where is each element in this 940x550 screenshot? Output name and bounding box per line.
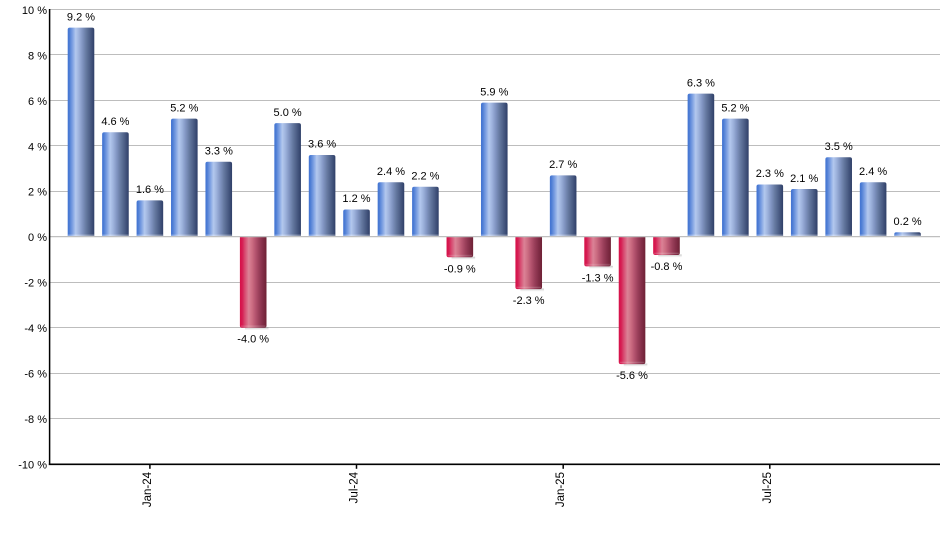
- svg-text:3.6 %: 3.6 %: [308, 139, 336, 151]
- svg-text:-4 %: -4 %: [24, 323, 47, 335]
- svg-text:-6 %: -6 %: [24, 369, 47, 381]
- svg-text:Jul-25: Jul-25: [762, 472, 774, 503]
- svg-text:3.5 %: 3.5 %: [825, 141, 853, 153]
- svg-text:-1.3 %: -1.3 %: [582, 272, 614, 284]
- svg-text:5.2 %: 5.2 %: [170, 102, 198, 114]
- svg-text:5.0 %: 5.0 %: [274, 107, 302, 119]
- svg-text:0 %: 0 %: [28, 232, 47, 244]
- svg-text:4 %: 4 %: [28, 141, 47, 153]
- svg-text:Jul-24: Jul-24: [349, 471, 361, 503]
- svg-text:5.9 %: 5.9 %: [480, 86, 508, 98]
- svg-text:0.2 %: 0.2 %: [894, 216, 922, 228]
- svg-text:-5.6 %: -5.6 %: [616, 370, 648, 382]
- svg-text:-2.3 %: -2.3 %: [513, 295, 545, 307]
- svg-text:3.3 %: 3.3 %: [205, 146, 233, 158]
- svg-text:2.3 %: 2.3 %: [756, 168, 784, 180]
- svg-text:-2 %: -2 %: [24, 278, 47, 290]
- svg-text:2 %: 2 %: [28, 187, 47, 199]
- svg-text:4.6 %: 4.6 %: [101, 116, 129, 128]
- svg-text:2.2 %: 2.2 %: [411, 171, 439, 183]
- svg-text:2.1 %: 2.1 %: [790, 173, 818, 185]
- svg-text:6 %: 6 %: [28, 96, 47, 108]
- svg-text:-4.0 %: -4.0 %: [237, 334, 269, 346]
- svg-text:2.4 %: 2.4 %: [859, 166, 887, 178]
- svg-text:-10 %: -10 %: [18, 460, 47, 472]
- svg-text:5.2 %: 5.2 %: [721, 102, 749, 114]
- svg-text:8 %: 8 %: [28, 50, 47, 62]
- svg-text:-0.9 %: -0.9 %: [444, 263, 476, 275]
- svg-text:-0.8 %: -0.8 %: [651, 261, 683, 273]
- svg-text:1.2 %: 1.2 %: [342, 193, 370, 205]
- svg-text:9.2 %: 9.2 %: [67, 11, 95, 23]
- svg-text:2.7 %: 2.7 %: [549, 159, 577, 171]
- svg-text:Jan-25: Jan-25: [555, 472, 567, 507]
- svg-text:-8 %: -8 %: [24, 414, 47, 426]
- svg-text:1.6 %: 1.6 %: [136, 184, 164, 196]
- svg-text:10 %: 10 %: [22, 5, 47, 17]
- svg-text:6.3 %: 6.3 %: [687, 77, 715, 89]
- svg-text:2.4 %: 2.4 %: [377, 166, 405, 178]
- svg-text:Jan-24: Jan-24: [142, 471, 154, 507]
